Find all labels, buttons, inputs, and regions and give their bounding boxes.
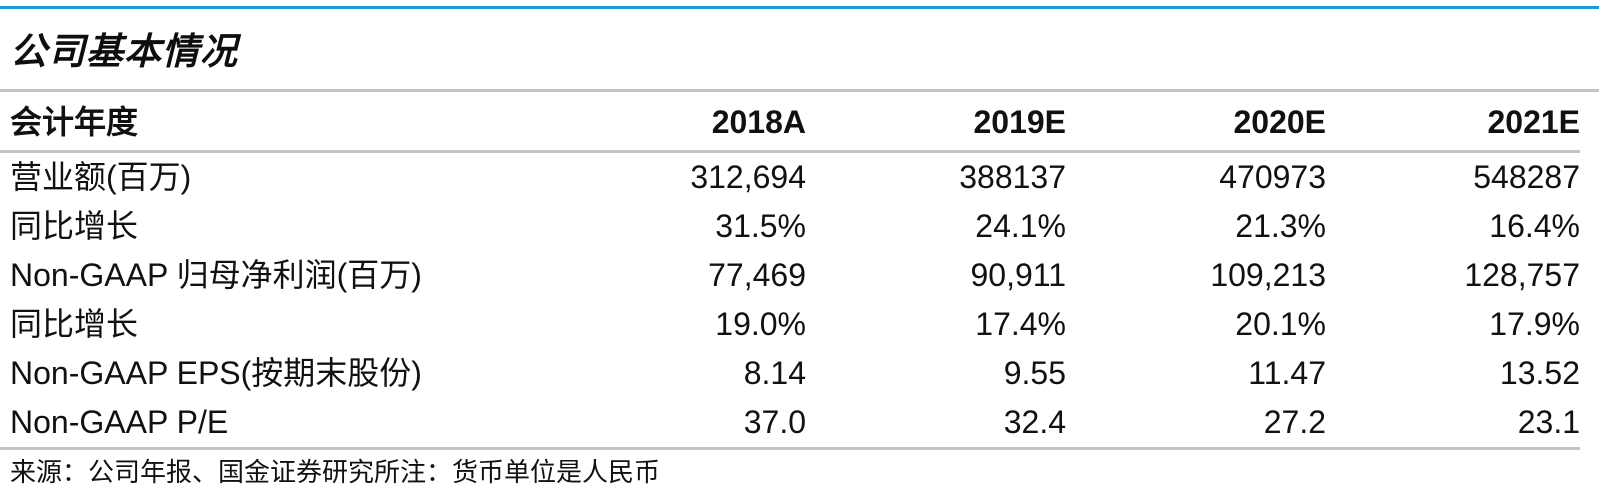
table-cell: 77,469 [708,257,806,293]
table-cell: 21.3% [1235,208,1326,244]
table-cell: 24.1% [975,208,1066,244]
table-cell: 23.1 [1326,398,1580,450]
table-cell: 90,911 [970,257,1067,293]
page-title: 公司基本情况 [10,31,238,72]
table-cell: 9.55 [1003,355,1066,391]
row-label-revenue-growth: 同比增长 [10,208,139,244]
table-cell: 31.5% [715,208,806,244]
row-label-net-profit: Non-GAAP 归母净利润(百万) [10,257,422,293]
table-cell: 8.14 [743,355,806,391]
header-year-2018: 2018A [566,94,806,153]
table-cell: 128,757 [1464,257,1580,293]
table-cell: 27.2 [1066,398,1326,450]
header-year-2021: 2021E [1326,94,1580,153]
table-header-row: 会计年度 2018A 2019E 2020E 2021E [0,94,1580,153]
table-cell: 32.4 [806,398,1066,450]
header-year-2020: 2020E [1066,94,1326,153]
table-cell: 548287 [1473,159,1580,195]
table-row: Non-GAAP EPS(按期末股份) 8.14 9.55 11.47 13.5… [0,349,1580,398]
table-cell: 17.4% [975,306,1066,342]
table-cell: 20.1% [1235,306,1326,342]
table-cell: 388137 [959,159,1066,195]
top-accent-rule [0,0,1599,9]
table-cell: 312,694 [690,159,806,195]
table-row: 同比增长 19.0% 17.4% 20.1% 17.9% [0,300,1580,349]
table-cell: 19.0% [715,306,806,342]
row-label-eps: Non-GAAP EPS(按期末股份) [10,355,422,391]
row-label-pe: Non-GAAP P/E [0,398,566,450]
table-cell: 470973 [1219,159,1326,195]
table-cell: 109,213 [1210,257,1326,293]
table-cell: 17.9% [1489,306,1580,342]
table-row: Non-GAAP P/E 37.0 32.4 27.2 23.1 [0,398,1580,450]
source-note: 来源：公司年报、国金证券研究所注：货币单位是人民币 [10,457,661,487]
row-label-revenue: 营业额(百万) [10,159,192,195]
table-row: 营业额(百万) 312,694 388137 470973 548287 [0,152,1580,203]
table-cell: 37.0 [566,398,806,450]
header-fiscal-year-label: 会计年度 [0,94,566,153]
financial-summary-table: 会计年度 2018A 2019E 2020E 2021E 营业额(百万) 312… [0,94,1580,450]
row-label-profit-growth: 同比增长 [10,306,139,342]
header-year-2019: 2019E [806,94,1066,153]
table-cell: 16.4% [1489,208,1580,244]
table-cell: 13.52 [1499,355,1580,391]
table-row: 同比增长 31.5% 24.1% 21.3% 16.4% [0,202,1580,251]
table-cell: 11.47 [1248,355,1326,391]
table-row: Non-GAAP 归母净利润(百万) 77,469 90,911 109,213… [0,251,1580,300]
title-divider [0,89,1599,92]
